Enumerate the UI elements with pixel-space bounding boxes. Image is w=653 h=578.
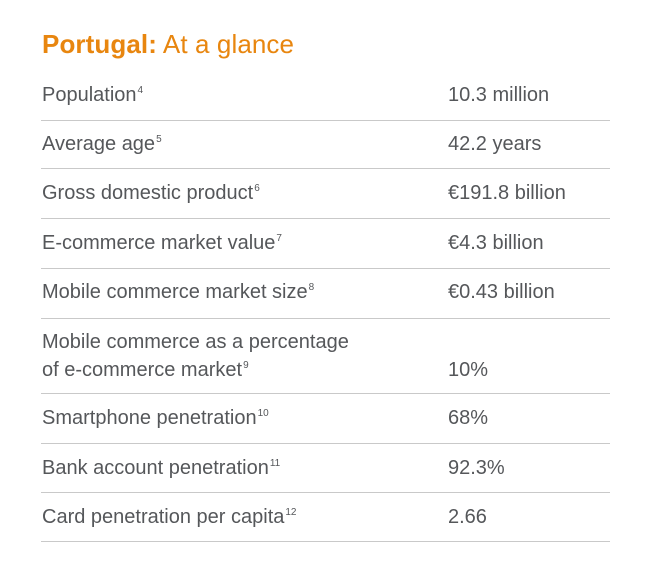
row-label-line2-wrap: of e-commerce market9	[42, 359, 249, 381]
row-value: 92.3%	[448, 457, 505, 479]
row-value: 10%	[448, 359, 489, 381]
row-value: €0.43 billion	[448, 281, 555, 303]
title-subtitle: At a glance	[162, 29, 295, 59]
row-value: 2.66	[448, 506, 487, 528]
row-label: E-commerce market value7	[42, 229, 282, 261]
row-label-text: E-commerce market value	[42, 232, 276, 254]
facts-table: Population4 10.3 million Average age5 42…	[41, 72, 610, 542]
row-label: Smartphone penetration10	[42, 404, 269, 436]
row-label: Gross domestic product6	[42, 179, 260, 211]
row-label-text: Average age	[42, 133, 156, 155]
row-value: €191.8 billion	[448, 182, 566, 204]
row-label: Mobile commerce market size8	[42, 278, 314, 310]
footnote-marker: 4	[137, 85, 144, 96]
table-row: Average age5 42.2 years	[41, 121, 610, 169]
row-label-text: Population	[42, 84, 137, 106]
footnote-marker: 11	[269, 458, 281, 469]
row-value: 68%	[448, 407, 489, 429]
row-label-text: Card penetration per capita	[42, 506, 285, 528]
footnote-marker: 5	[156, 134, 162, 145]
page-title: Portugal: At a glance	[42, 27, 294, 61]
table-row: E-commerce market value7 €4.3 billion	[41, 219, 610, 269]
row-label: Mobile commerce as a percentage of e-com…	[42, 328, 349, 388]
row-label-text: Bank account penetration	[42, 457, 269, 479]
row-label-text: Gross domestic product	[42, 182, 254, 204]
table-row: Smartphone penetration10 68%	[41, 394, 610, 444]
footnote-marker: 7	[276, 233, 282, 244]
row-label-text: Smartphone penetration	[42, 407, 257, 429]
table-row: Mobile commerce market size8 €0.43 billi…	[41, 269, 610, 319]
row-label: Population4	[42, 81, 143, 113]
footnote-marker: 12	[285, 507, 297, 518]
table-row: Mobile commerce as a percentage of e-com…	[41, 319, 610, 394]
footnote-marker: 8	[308, 282, 315, 293]
table-row: Card penetration per capita12 2.66	[41, 493, 610, 542]
row-label: Bank account penetration11	[42, 454, 280, 486]
row-label-line2: of e-commerce market	[42, 359, 243, 381]
footnote-marker: 6	[254, 183, 260, 194]
row-label: Card penetration per capita12	[42, 503, 297, 535]
row-label: Average age5	[42, 130, 162, 162]
table-row: Gross domestic product6 €191.8 billion	[41, 169, 610, 219]
table-row: Population4 10.3 million	[41, 72, 610, 121]
row-label-line1: Mobile commerce as a percentage	[42, 331, 349, 353]
footnote-marker: 10	[257, 408, 269, 419]
row-label-text: Mobile commerce market size	[42, 281, 308, 303]
table-row: Bank account penetration11 92.3%	[41, 444, 610, 493]
row-value: 42.2 years	[448, 133, 542, 155]
footnote-marker: 9	[243, 360, 249, 371]
row-value: €4.3 billion	[448, 232, 544, 254]
row-value: 10.3 million	[448, 84, 550, 106]
title-country: Portugal:	[42, 29, 158, 59]
